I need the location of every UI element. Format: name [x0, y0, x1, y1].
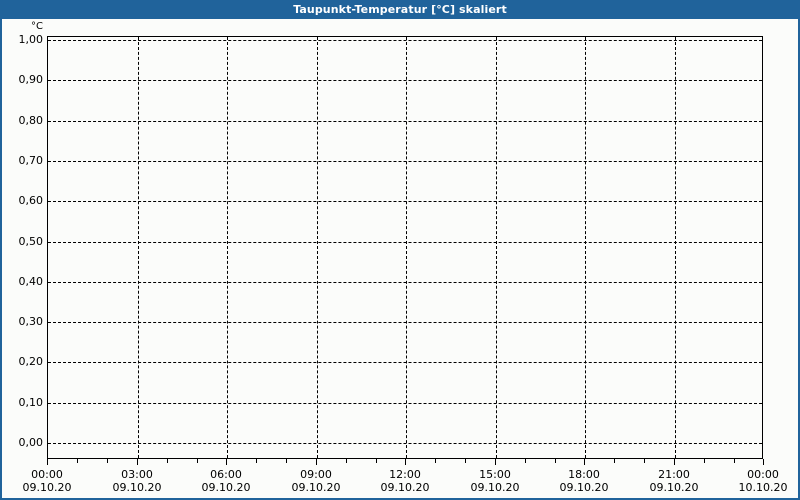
gridline-horizontal [48, 322, 762, 323]
x-axis-tick-time: 00:00 [747, 468, 779, 481]
y-axis-tick-label: 0,60 [18, 194, 44, 207]
gridline-vertical [138, 37, 139, 458]
x-axis-minor-tick [197, 459, 198, 463]
x-axis-tick-time: 00:00 [31, 468, 63, 481]
x-axis-minor-tick [107, 459, 108, 463]
x-axis-tick-label: 18:00 09.10.20 [539, 468, 629, 494]
x-axis-tick-label: 15:00 09.10.20 [450, 468, 540, 494]
x-axis-minor-tick [644, 459, 645, 463]
x-axis-tick-label: 12:00 09.10.20 [360, 468, 450, 494]
x-axis-tick-time: 15:00 [479, 468, 511, 481]
gridline-vertical [675, 37, 676, 458]
y-axis-tick-label: 0,40 [18, 275, 44, 288]
x-axis-tick-label: 06:00 09.10.20 [181, 468, 271, 494]
gridline-horizontal [48, 443, 762, 444]
x-axis-tick-date: 09.10.20 [559, 481, 609, 494]
x-axis-tick-date: 09.10.20 [201, 481, 251, 494]
y-axis-tick-label: 0,70 [18, 154, 44, 167]
x-axis-tick-label: 21:00 09.10.20 [629, 468, 719, 494]
window-title: Taupunkt-Temperatur [°C] skaliert [0, 0, 800, 19]
x-axis-minor-tick [286, 459, 287, 463]
gridline-vertical [317, 37, 318, 458]
x-axis-major-tick [763, 459, 764, 465]
x-axis-minor-tick [376, 459, 377, 463]
x-axis-tick-date: 09.10.20 [112, 481, 162, 494]
gridline-horizontal [48, 40, 762, 41]
x-axis-major-tick [674, 459, 675, 465]
x-axis-tick-time: 06:00 [210, 468, 242, 481]
gridline-horizontal [48, 282, 762, 283]
x-axis-major-tick [495, 459, 496, 465]
x-axis-tick-label: 00:00 10.10.20 [718, 468, 800, 494]
x-axis-minor-tick [525, 459, 526, 463]
y-axis-tick-label: 0,10 [18, 396, 44, 409]
gridline-horizontal [48, 201, 762, 202]
plot-frame [47, 36, 763, 459]
gridline-horizontal [48, 80, 762, 81]
x-axis-tick-label: 00:00 09.10.20 [2, 468, 92, 494]
x-axis-minor-tick [734, 459, 735, 463]
x-axis-tick-label: 03:00 09.10.20 [92, 468, 182, 494]
x-axis-minor-tick [614, 459, 615, 463]
x-axis-major-tick [226, 459, 227, 465]
x-axis-minor-tick [465, 459, 466, 463]
y-axis-tick-labels: 1,00 0,90 0,80 0,70 0,60 0,50 0,40 0,30 0,20 0,10… [2, 19, 44, 498]
x-axis-tick-time: 21:00 [658, 468, 690, 481]
x-axis-tick-label: 09:00 09.10.20 [271, 468, 361, 494]
gridline-horizontal [48, 161, 762, 162]
x-axis-tick-date: 09.10.20 [22, 481, 72, 494]
gridline-horizontal [48, 121, 762, 122]
x-axis-tick-date: 10.10.20 [738, 481, 788, 494]
y-axis-tick-label: 1,00 [18, 33, 44, 46]
x-axis-tick-date: 09.10.20 [649, 481, 699, 494]
x-axis-major-tick [137, 459, 138, 465]
x-axis-tick-time: 09:00 [300, 468, 332, 481]
x-axis-major-tick [584, 459, 585, 465]
y-axis-tick-label: 0,00 [18, 436, 44, 449]
x-axis-minor-tick [704, 459, 705, 463]
x-axis-tick-time: 12:00 [389, 468, 421, 481]
x-axis-major-tick [316, 459, 317, 465]
x-axis-minor-tick [555, 459, 556, 463]
y-axis-tick-label: 0,90 [18, 73, 44, 86]
gridline-vertical [496, 37, 497, 458]
gridline-vertical [227, 37, 228, 458]
y-axis-tick-label: 0,20 [18, 355, 44, 368]
x-axis-minor-tick [346, 459, 347, 463]
gridline-horizontal [48, 403, 762, 404]
gridline-horizontal [48, 242, 762, 243]
x-axis-minor-tick [256, 459, 257, 463]
x-axis-minor-tick [167, 459, 168, 463]
y-axis-unit-label: °C [31, 21, 43, 32]
x-axis-tick-date: 09.10.20 [380, 481, 430, 494]
x-axis-tick-date: 09.10.20 [291, 481, 341, 494]
x-axis-tick-time: 18:00 [568, 468, 600, 481]
y-axis-tick-label: 0,30 [18, 315, 44, 328]
chart-area: °C 1,00 0,90 0,80 0,70 0,60 0,50 0,40 0,30 0,20 0… [2, 19, 798, 498]
x-axis-minor-tick [77, 459, 78, 463]
gridline-vertical [585, 37, 586, 458]
y-axis-tick-label: 0,50 [18, 235, 44, 248]
x-axis-tick-time: 03:00 [121, 468, 153, 481]
x-axis-minor-tick [435, 459, 436, 463]
gridline-vertical [406, 37, 407, 458]
gridline-horizontal [48, 362, 762, 363]
x-axis-tick-date: 09.10.20 [470, 481, 520, 494]
x-axis-major-tick [405, 459, 406, 465]
x-axis-major-tick [47, 459, 48, 465]
y-axis-tick-label: 0,80 [18, 114, 44, 127]
